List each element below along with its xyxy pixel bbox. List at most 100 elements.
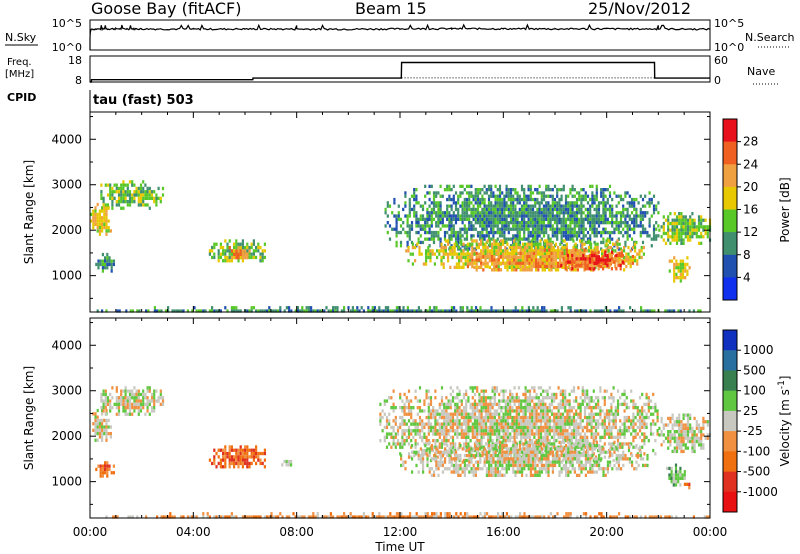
data-cell xyxy=(159,389,162,393)
data-cell xyxy=(101,262,104,267)
data-cell xyxy=(542,204,546,208)
data-cell xyxy=(582,309,585,313)
data-cell xyxy=(513,439,516,443)
data-cell xyxy=(622,211,625,215)
data-cell xyxy=(700,235,703,239)
data-cell xyxy=(543,264,546,269)
data-region-1 xyxy=(100,180,165,210)
data-cell xyxy=(602,258,605,262)
data-cell xyxy=(422,262,425,266)
data-cell xyxy=(491,432,494,436)
data-cell xyxy=(491,406,494,410)
data-cell xyxy=(475,258,478,262)
data-cell xyxy=(458,409,461,413)
data-cell xyxy=(550,399,554,403)
data-cell xyxy=(564,197,568,202)
data-cell xyxy=(569,257,572,261)
data-cell xyxy=(667,225,670,229)
data-cell xyxy=(424,221,427,225)
data-cell xyxy=(95,467,98,472)
data-cell xyxy=(525,221,528,225)
data-cell xyxy=(494,204,497,208)
data-cell xyxy=(435,194,438,198)
data-cell xyxy=(564,429,567,433)
data-cell xyxy=(548,406,551,410)
data-cell xyxy=(556,204,559,208)
data-cell xyxy=(411,252,414,256)
data-cell xyxy=(458,252,461,256)
data-cell xyxy=(388,419,391,423)
data-cell xyxy=(700,241,703,245)
data-cell xyxy=(219,309,222,313)
data-cell xyxy=(568,406,571,410)
data-cell xyxy=(362,309,365,313)
data-cell xyxy=(691,235,694,239)
data-cell xyxy=(235,458,238,462)
data-cell xyxy=(436,432,439,436)
data-cell xyxy=(640,255,643,260)
data-cell xyxy=(646,309,649,313)
data-cell xyxy=(435,221,438,225)
data-cell xyxy=(563,245,566,250)
data-cell xyxy=(157,196,160,200)
data-cell xyxy=(531,406,534,410)
data-cell xyxy=(94,209,97,213)
data-cell xyxy=(613,227,616,231)
data-cell xyxy=(448,197,451,202)
data-cell xyxy=(560,211,563,215)
data-cell xyxy=(519,268,522,272)
data-cell xyxy=(215,451,218,456)
data-cell xyxy=(589,227,592,231)
data-cell xyxy=(416,432,419,436)
data-cell xyxy=(219,465,222,469)
sky-left-tick-bottom: 10^0 xyxy=(52,41,82,54)
data-cell xyxy=(616,258,619,262)
data-cell xyxy=(597,267,600,271)
data-cell xyxy=(550,442,554,446)
data-cell xyxy=(497,265,500,269)
data-cell xyxy=(541,258,544,262)
data-cell xyxy=(461,217,464,221)
data-cell xyxy=(512,188,515,192)
data-cell xyxy=(572,268,575,272)
data-cell xyxy=(513,268,516,272)
data-cell xyxy=(101,209,104,213)
data-cell xyxy=(495,425,499,430)
data-cell xyxy=(122,183,125,187)
data-cell xyxy=(226,245,229,250)
data-cell xyxy=(684,231,687,236)
data-cell xyxy=(555,425,558,430)
data-cell xyxy=(115,396,118,400)
data-cell xyxy=(515,242,518,246)
data-cell xyxy=(506,432,510,436)
data-cell xyxy=(235,242,238,246)
data-cell xyxy=(441,217,444,221)
data-cell xyxy=(548,248,551,252)
data-cell xyxy=(529,188,532,192)
data-cell xyxy=(469,261,472,265)
data-cell xyxy=(105,222,108,226)
data-cell xyxy=(548,268,551,272)
data-cell xyxy=(627,258,630,262)
data-cell xyxy=(549,214,552,218)
data-cell xyxy=(641,204,645,208)
data-cell xyxy=(652,227,656,231)
data-cell xyxy=(577,442,580,446)
data-cell xyxy=(118,309,121,313)
data-cell xyxy=(572,422,576,426)
data-cell xyxy=(412,419,415,423)
data-cell xyxy=(542,230,546,235)
data-cell xyxy=(562,204,565,208)
data-cell xyxy=(505,194,508,198)
colorbar-tick-label: 8 xyxy=(743,248,751,262)
data-cell xyxy=(517,261,520,265)
data-cell xyxy=(457,194,460,198)
data-cell xyxy=(459,234,462,238)
data-cell xyxy=(485,214,488,218)
data-cell xyxy=(497,309,500,313)
data-cell xyxy=(492,191,495,195)
data-cell xyxy=(307,306,310,310)
data-cell xyxy=(529,194,532,198)
data-cell xyxy=(502,389,505,393)
data-cell xyxy=(517,406,521,410)
